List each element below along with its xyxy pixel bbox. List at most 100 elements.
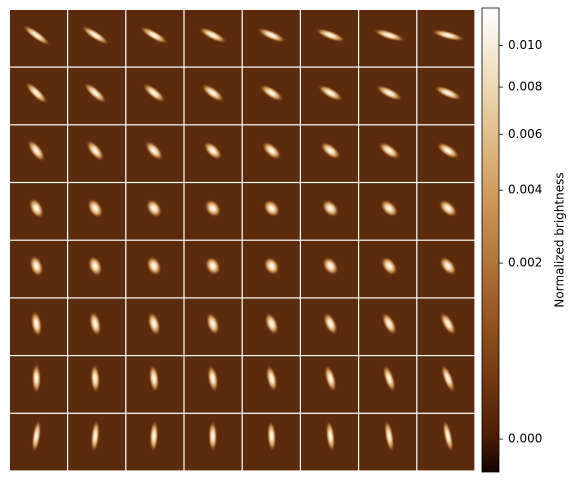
thumbnail: [126, 10, 184, 67]
thumbnail: [10, 183, 67, 240]
source-blob: [321, 199, 340, 218]
thumbnail: [126, 240, 184, 298]
thumbnail: [10, 67, 67, 125]
thumbnail: [301, 125, 358, 182]
source-blob: [28, 197, 45, 220]
thumbnail: [359, 240, 417, 298]
thumbnail: [184, 413, 242, 471]
source-blob: [380, 256, 398, 276]
source-blob: [88, 310, 102, 337]
source-blob: [439, 256, 457, 276]
thumbnail: [417, 298, 475, 355]
thumbnail: [417, 183, 475, 240]
thumbnail: [68, 125, 126, 182]
thumbnail: [301, 298, 358, 355]
colorbar-label: Normalized brightness: [553, 172, 567, 307]
source-blob: [31, 362, 42, 394]
source-blob: [259, 84, 284, 102]
source-blob: [378, 141, 401, 160]
thumbnail: [242, 413, 300, 471]
thumbnail: [301, 413, 358, 471]
thumbnail: [10, 125, 67, 182]
thumbnail: [301, 67, 358, 125]
source-blob: [383, 419, 395, 453]
thumbnail: [301, 356, 358, 413]
source-blob: [321, 256, 339, 276]
thumbnail: [184, 356, 242, 413]
thumbnail: [301, 10, 358, 67]
thumbnail: [417, 10, 475, 67]
thumbnail: [184, 298, 242, 355]
thumbnail: [359, 298, 417, 355]
thumbnail: [68, 298, 126, 355]
source-blob: [208, 419, 218, 453]
source-blob: [261, 141, 282, 161]
thumbnail: [10, 240, 67, 298]
source-blob: [86, 198, 104, 219]
source-blob: [433, 85, 463, 101]
thumbnail: [126, 183, 184, 240]
source-blob: [147, 311, 161, 337]
thumbnail: [359, 183, 417, 240]
thumbnail: [184, 125, 242, 182]
source-blob: [440, 363, 456, 394]
source-blob: [381, 311, 398, 336]
source-blob: [436, 141, 460, 160]
thumbnail: [184, 183, 242, 240]
thumbnail: [417, 125, 475, 182]
colorbar-tick-label: 0.006: [508, 127, 542, 141]
thumbnail: [417, 67, 475, 125]
thumbnail: [242, 240, 300, 298]
source-blob: [263, 256, 280, 276]
source-blob: [203, 140, 223, 161]
source-blob: [200, 83, 225, 103]
thumbnail: [417, 356, 475, 413]
source-blob: [317, 84, 344, 102]
source-blob: [145, 198, 163, 219]
source-blob: [319, 141, 341, 160]
source-blob: [205, 312, 220, 336]
source-blob: [24, 81, 49, 105]
source-blob: [262, 199, 281, 218]
source-blob: [90, 363, 101, 394]
thumbnail: [68, 10, 126, 67]
source-blob: [256, 27, 287, 44]
source-blob: [146, 255, 162, 277]
thumbnail: [126, 298, 184, 355]
thumbnail: [301, 240, 358, 298]
colorbar-tick-label: 0.000: [508, 432, 542, 446]
thumbnail: [359, 10, 417, 67]
thumbnail: [359, 125, 417, 182]
colorbar-tick-label: 0.008: [508, 80, 542, 94]
source-blob: [83, 82, 107, 104]
source-blob: [204, 256, 221, 276]
source-blob: [80, 25, 110, 46]
thumbnail: [126, 413, 184, 471]
thumbnail: [242, 356, 300, 413]
source-blob: [27, 139, 46, 163]
thumbnail: [242, 125, 300, 182]
source-blob: [323, 364, 337, 393]
thumbnail: [184, 67, 242, 125]
source-blob: [438, 199, 458, 218]
source-blob: [21, 24, 51, 47]
source-blob: [266, 420, 277, 453]
source-blob: [148, 363, 160, 393]
thumbnail: [242, 298, 300, 355]
source-blob: [31, 418, 42, 454]
source-blob: [375, 84, 403, 102]
source-blob: [439, 311, 457, 336]
thumbnail: [126, 356, 184, 413]
source-blob: [204, 198, 222, 218]
source-blob: [142, 82, 166, 103]
thumbnail: [10, 298, 67, 355]
colorbar-tick-label: 0.002: [508, 256, 542, 270]
thumbnail: [242, 10, 300, 67]
source-blob: [322, 311, 339, 336]
thumbnail: [68, 240, 126, 298]
thumbnail: [301, 183, 358, 240]
source-blob: [85, 139, 105, 162]
source-blob: [382, 364, 397, 393]
source-blob: [314, 27, 347, 43]
